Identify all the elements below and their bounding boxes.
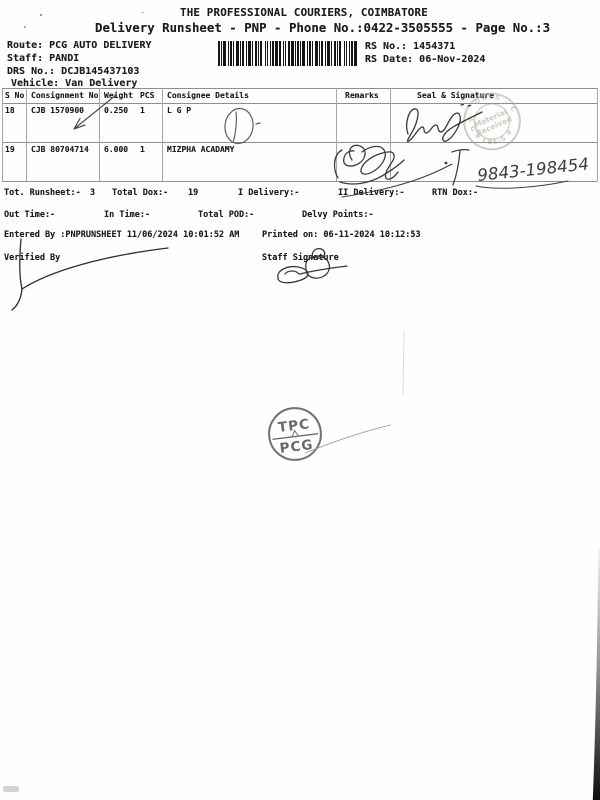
table-col-line bbox=[99, 88, 100, 181]
table-col-line bbox=[336, 88, 337, 181]
cell-pcs: 1 bbox=[140, 145, 145, 154]
cell-consignee: L G P bbox=[167, 106, 192, 115]
total-pod-label: Total POD:- bbox=[198, 210, 255, 220]
column-header-consignment: Consignment No bbox=[31, 91, 99, 100]
column-header-sno: S No bbox=[5, 91, 25, 100]
scan-smudge bbox=[3, 786, 19, 792]
verified-by-label: Verified By bbox=[4, 253, 61, 263]
column-header-consignee: Consignee Details bbox=[167, 91, 249, 100]
total-dox-value: 19 bbox=[188, 188, 199, 198]
total-runsheet-value: 3 bbox=[90, 188, 96, 198]
stamp-pcg-text: PCG bbox=[279, 437, 315, 457]
delvy-points-label: Delvy Points:- bbox=[302, 210, 374, 220]
cell-sno: 18 bbox=[5, 106, 15, 115]
pen-stray-line bbox=[304, 424, 392, 454]
cell-pcs: 1 bbox=[140, 106, 145, 115]
verified-by-signature bbox=[11, 238, 169, 311]
stamp-material-line2: Received bbox=[475, 114, 514, 138]
circled-one-mark bbox=[224, 107, 261, 145]
table-header-separator bbox=[2, 103, 597, 104]
table-row-separator bbox=[2, 142, 597, 143]
table-border-bottom bbox=[2, 181, 597, 182]
out-time-label: Out Time:- bbox=[4, 210, 56, 220]
staff-signature-label: Staff Signature bbox=[262, 253, 339, 263]
cell-weight: 0.250 bbox=[104, 106, 129, 115]
scan-speck bbox=[40, 14, 42, 16]
drs-number: DRS No.: DCJB145437103 bbox=[7, 66, 140, 77]
column-header-weight: Weight bbox=[104, 91, 133, 100]
total-runsheet-label: Tot. Runsheet:- bbox=[4, 188, 81, 198]
rs-number: RS No.: 1454371 bbox=[365, 41, 456, 52]
cell-consignment: CJB 1570900 bbox=[31, 106, 84, 115]
cell-sno: 19 bbox=[5, 145, 15, 154]
signature-row18 bbox=[406, 103, 483, 143]
total-dox-label: Total Dox:- bbox=[112, 188, 169, 198]
barcode bbox=[218, 41, 358, 66]
scan-crease-line bbox=[402, 329, 405, 396]
column-header-seal: Seal & Signature bbox=[417, 91, 495, 100]
stamp-arc-bottom-text: L G # CBE-S # bbox=[461, 115, 515, 153]
tpc-pcg-stamp: TPC PCG bbox=[268, 407, 322, 461]
table-border-top bbox=[2, 88, 597, 89]
table-border-left bbox=[2, 88, 3, 181]
cell-consignee: MIZPHA ACADAMY bbox=[167, 145, 235, 154]
rtn-dox-label: RTN Dox:- bbox=[432, 188, 479, 198]
stamp-tpc-text: TPC bbox=[277, 416, 311, 436]
rs-date: RS Date: 06-Nov-2024 bbox=[365, 54, 486, 65]
printed-on-text: Printed on: 06-11-2024 10:12:53 bbox=[262, 230, 421, 240]
page-edge-shadow bbox=[592, 548, 600, 800]
scan-speck bbox=[142, 12, 144, 13]
table-col-line bbox=[26, 88, 27, 181]
table-border-right bbox=[597, 88, 598, 181]
svg-text:L G # CBE-S #: L G # CBE-S # bbox=[461, 115, 515, 153]
column-header-pcs: PCS bbox=[140, 91, 155, 100]
staff-text: Staff: PANDI bbox=[7, 53, 80, 64]
runsheet-subtitle: Delivery Runsheet - PNP - Phone No.:0422… bbox=[95, 20, 551, 35]
table-col-line bbox=[162, 88, 163, 181]
column-header-remarks: Remarks bbox=[345, 91, 379, 100]
company-title: THE PROFESSIONAL COURIERS, COIMBATORE bbox=[180, 6, 428, 19]
ii-delivery-label: II Delivery:- bbox=[338, 188, 405, 198]
stamp-material-line1: Material bbox=[473, 107, 509, 130]
cell-consignment: CJB 80704714 bbox=[31, 145, 89, 154]
table-col-line bbox=[390, 88, 391, 181]
i-delivery-label: I Delivery:- bbox=[238, 188, 300, 198]
scan-speck bbox=[24, 26, 26, 28]
cell-weight: 6.000 bbox=[104, 145, 129, 154]
vehicle-text: Vehicle: Van Delivery bbox=[11, 78, 138, 89]
in-time-label: In Time:- bbox=[104, 210, 151, 220]
route-text: Route: PCG AUTO DELIVERY bbox=[7, 40, 152, 51]
entered-by-text: Entered By :PNPRUNSHEET 11/06/2024 10:01… bbox=[4, 230, 240, 240]
